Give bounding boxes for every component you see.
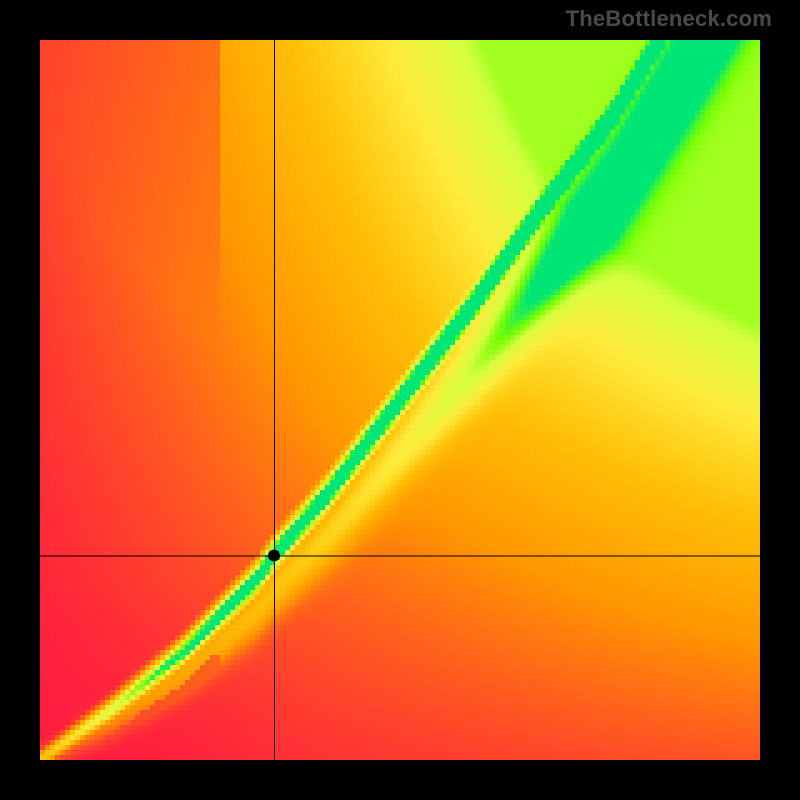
- heatmap-canvas: [40, 40, 760, 760]
- plot-area: [40, 40, 760, 760]
- chart-frame: TheBottleneck.com: [0, 0, 800, 800]
- watermark-text: TheBottleneck.com: [566, 6, 772, 32]
